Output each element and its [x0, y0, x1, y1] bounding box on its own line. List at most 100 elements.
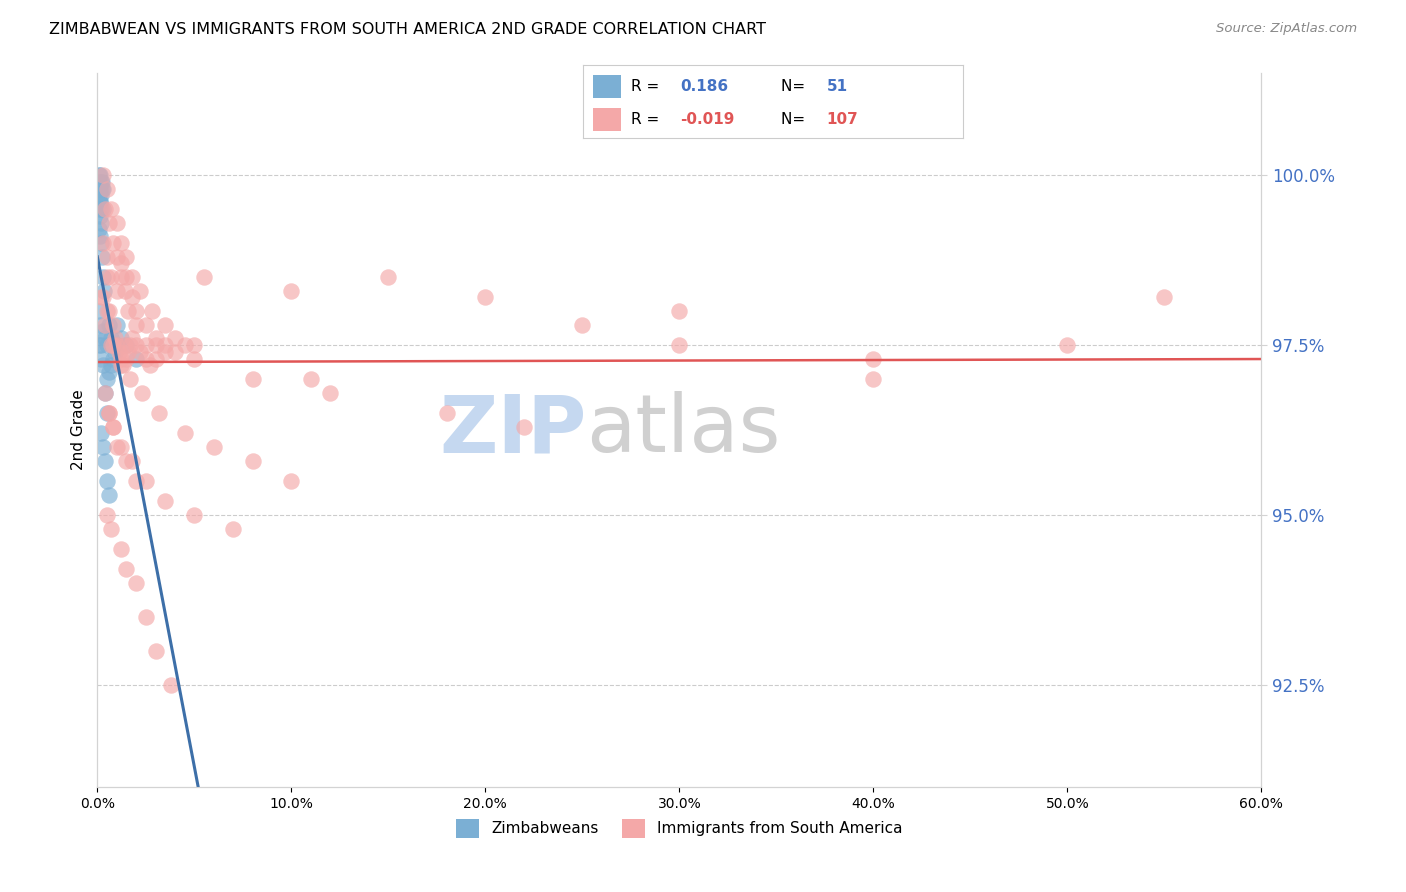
- Point: [121, 453, 143, 467]
- Point: [155, 494, 177, 508]
- Point: [135, 474, 157, 488]
- Point: [242, 372, 264, 386]
- Point: [114, 338, 136, 352]
- Point: [89, 304, 111, 318]
- Point: [110, 331, 132, 345]
- Point: [121, 290, 143, 304]
- Point: [668, 338, 690, 352]
- Point: [173, 338, 195, 352]
- Point: [145, 644, 167, 658]
- Point: [94, 318, 117, 332]
- Point: [110, 542, 132, 557]
- Text: 0.186: 0.186: [681, 78, 728, 94]
- Point: [100, 338, 122, 352]
- Point: [90, 202, 112, 216]
- Point: [91, 290, 114, 304]
- Point: [115, 250, 138, 264]
- Point: [100, 202, 122, 216]
- Point: [96, 270, 118, 285]
- Point: [115, 338, 138, 352]
- Point: [89, 318, 111, 332]
- Point: [1056, 338, 1078, 352]
- Point: [96, 474, 118, 488]
- Point: [110, 440, 132, 454]
- Point: [125, 338, 148, 352]
- Point: [183, 351, 205, 366]
- Point: [105, 250, 128, 264]
- Point: [155, 344, 177, 359]
- Point: [110, 359, 132, 373]
- Point: [90, 216, 112, 230]
- Point: [94, 385, 117, 400]
- Y-axis label: 2nd Grade: 2nd Grade: [72, 390, 86, 470]
- Point: [89, 222, 111, 236]
- Point: [98, 406, 121, 420]
- Point: [173, 426, 195, 441]
- Point: [111, 359, 134, 373]
- Point: [120, 372, 142, 386]
- Point: [135, 351, 157, 366]
- Point: [90, 338, 112, 352]
- Point: [98, 318, 121, 332]
- Point: [96, 508, 118, 522]
- Text: ZIMBABWEAN VS IMMIGRANTS FROM SOUTH AMERICA 2ND GRADE CORRELATION CHART: ZIMBABWEAN VS IMMIGRANTS FROM SOUTH AMER…: [49, 22, 766, 37]
- Point: [104, 331, 127, 345]
- Point: [125, 318, 148, 332]
- Point: [91, 270, 114, 285]
- Point: [135, 338, 157, 352]
- Point: [117, 304, 139, 318]
- Point: [155, 318, 177, 332]
- Point: [90, 188, 112, 202]
- Point: [98, 304, 121, 318]
- Point: [513, 419, 536, 434]
- Point: [117, 344, 139, 359]
- Point: [91, 325, 114, 339]
- Point: [163, 344, 186, 359]
- Point: [114, 284, 136, 298]
- Point: [101, 318, 124, 332]
- Point: [242, 453, 264, 467]
- Point: [91, 181, 114, 195]
- Point: [90, 426, 112, 441]
- Point: [101, 235, 124, 250]
- Point: [100, 359, 122, 373]
- Point: [145, 351, 167, 366]
- Point: [90, 290, 112, 304]
- Text: ZIP: ZIP: [439, 391, 586, 469]
- Point: [89, 209, 111, 223]
- Point: [436, 406, 458, 420]
- Point: [89, 202, 111, 216]
- Point: [105, 216, 128, 230]
- Point: [222, 522, 245, 536]
- Point: [110, 351, 132, 366]
- Point: [90, 175, 112, 189]
- Text: atlas: atlas: [586, 391, 780, 469]
- Point: [96, 181, 118, 195]
- Point: [160, 678, 183, 692]
- Point: [105, 318, 128, 332]
- Point: [101, 338, 124, 352]
- Text: N=: N=: [780, 112, 810, 127]
- Point: [131, 385, 153, 400]
- Point: [193, 270, 215, 285]
- Point: [299, 372, 322, 386]
- Bar: [593, 108, 621, 131]
- Point: [110, 270, 132, 285]
- Point: [141, 304, 163, 318]
- Point: [94, 331, 117, 345]
- Point: [202, 440, 225, 454]
- Point: [1153, 290, 1175, 304]
- Point: [91, 250, 114, 264]
- Point: [110, 256, 132, 270]
- Text: N=: N=: [780, 78, 810, 94]
- Point: [101, 419, 124, 434]
- Point: [120, 338, 142, 352]
- Point: [91, 168, 114, 182]
- Point: [183, 508, 205, 522]
- Point: [125, 304, 148, 318]
- Text: 51: 51: [827, 78, 848, 94]
- Point: [129, 284, 152, 298]
- Point: [110, 235, 132, 250]
- Point: [280, 284, 302, 298]
- Point: [91, 175, 114, 189]
